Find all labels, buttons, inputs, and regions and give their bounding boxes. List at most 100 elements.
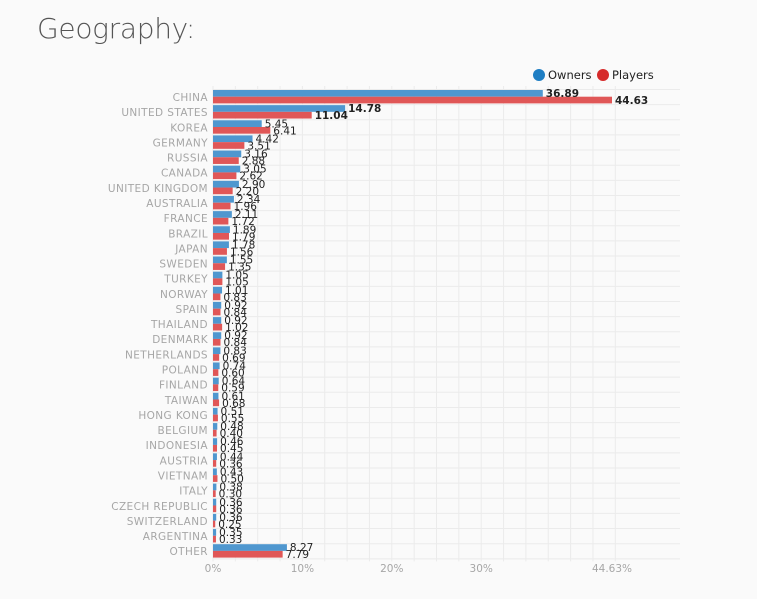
- bar-players-thailand[interactable]: [213, 323, 223, 331]
- bar-players-italy[interactable]: [213, 490, 216, 498]
- bar-owners-australia[interactable]: [213, 195, 234, 203]
- bar-players-switzerland[interactable]: [213, 520, 216, 528]
- bar-owners-poland[interactable]: [213, 362, 220, 370]
- bar-players-germany[interactable]: [213, 142, 245, 149]
- value-label-players-austria: 0.36: [219, 458, 243, 470]
- bar-players-turkey[interactable]: [213, 278, 223, 286]
- value-label-players-australia: 1.96: [234, 201, 258, 213]
- bar-players-russia[interactable]: [213, 157, 239, 164]
- bar-owners-belgium[interactable]: [213, 423, 218, 430]
- bar-owners-hong-kong[interactable]: [213, 407, 218, 415]
- bar-owners-spain[interactable]: [213, 301, 222, 309]
- bar-owners-sweden[interactable]: [213, 256, 227, 264]
- bar-owners-brazil[interactable]: [213, 226, 230, 233]
- x-tick-label: 10%: [291, 563, 314, 575]
- bar-players-spain[interactable]: [213, 308, 221, 316]
- bar-players-belgium[interactable]: [213, 429, 217, 437]
- bar-owners-other[interactable]: [213, 544, 287, 551]
- category-label-korea: KOREA: [170, 122, 208, 134]
- bar-owners-france[interactable]: [213, 211, 232, 218]
- bar-owners-taiwan[interactable]: [213, 392, 219, 400]
- value-label-owners-sweden: 1.55: [230, 255, 253, 267]
- bar-owners-germany[interactable]: [213, 135, 253, 143]
- bar-players-sweden[interactable]: [213, 263, 226, 270]
- value-label-owners-austria: 0.44: [220, 451, 244, 463]
- category-label-japan: JAPAN: [174, 243, 208, 255]
- value-label-owners-australia: 2.34: [237, 194, 261, 206]
- bar-owners-indonesia[interactable]: [213, 438, 218, 445]
- value-label-players-denmark: 0.84: [224, 337, 248, 349]
- bar-owners-turkey[interactable]: [213, 271, 223, 279]
- bar-owners-finland[interactable]: [213, 377, 219, 385]
- value-label-players-belgium: 0.40: [220, 428, 243, 440]
- bar-players-united-kingdom[interactable]: [213, 187, 233, 195]
- value-label-owners-japan: 1.78: [232, 239, 255, 251]
- bar-players-poland[interactable]: [213, 369, 219, 376]
- bar-owners-united-kingdom[interactable]: [213, 180, 239, 188]
- bar-owners-korea[interactable]: [213, 120, 262, 127]
- bar-owners-austria[interactable]: [213, 453, 217, 461]
- legend-owners-label[interactable]: Owners: [548, 68, 592, 82]
- value-label-owners-norway: 1.01: [225, 285, 248, 297]
- value-label-players-germany: 3.51: [247, 140, 270, 152]
- category-label-switzerland: SWITZERLAND: [127, 516, 208, 528]
- bar-players-hong-kong[interactable]: [213, 414, 218, 422]
- value-label-owners-vietnam: 0.43: [220, 467, 243, 479]
- value-label-players-spain: 0.84: [224, 307, 248, 319]
- category-label-vietnam: VIETNAM: [158, 471, 208, 483]
- bar-players-france[interactable]: [213, 217, 229, 225]
- bar-players-vietnam[interactable]: [213, 475, 218, 482]
- bars: [213, 90, 612, 558]
- value-label-owners-belgium: 0.48: [220, 421, 243, 433]
- bar-owners-switzerland[interactable]: [213, 513, 217, 521]
- bar-owners-thailand[interactable]: [213, 317, 222, 324]
- bar-players-finland[interactable]: [213, 384, 219, 392]
- bar-players-taiwan[interactable]: [213, 399, 220, 407]
- bar-owners-norway[interactable]: [213, 286, 223, 294]
- category-label-finland: FINLAND: [159, 380, 208, 392]
- bar-owners-canada[interactable]: [213, 165, 241, 173]
- bar-owners-japan[interactable]: [213, 241, 229, 249]
- value-label-owners-denmark: 0.92: [224, 330, 247, 342]
- value-label-owners-spain: 0.92: [224, 300, 247, 312]
- bar-players-china[interactable]: [213, 96, 612, 104]
- bar-owners-italy[interactable]: [213, 483, 217, 491]
- bar-owners-argentina[interactable]: [213, 529, 217, 536]
- value-label-owners-thailand: 0.92: [224, 315, 247, 327]
- category-label-australia: AUSTRALIA: [146, 198, 208, 210]
- value-label-players-other: 7.79: [286, 549, 309, 561]
- bar-players-argentina[interactable]: [213, 535, 216, 543]
- value-label-players-thailand: 1.02: [225, 322, 248, 334]
- legend-owners-marker[interactable]: [533, 69, 545, 81]
- legend-players-label[interactable]: Players: [612, 68, 654, 82]
- bar-players-indonesia[interactable]: [213, 444, 218, 452]
- bar-players-japan[interactable]: [213, 248, 227, 255]
- bar-owners-vietnam[interactable]: [213, 468, 217, 476]
- bar-owners-netherlands[interactable]: [213, 347, 221, 355]
- bar-players-australia[interactable]: [213, 202, 231, 210]
- value-label-players-brazil: 1.79: [232, 231, 255, 243]
- bar-players-czech-republic[interactable]: [213, 505, 217, 513]
- bar-players-korea[interactable]: [213, 126, 271, 134]
- bar-owners-russia[interactable]: [213, 150, 242, 158]
- category-label-sweden: SWEDEN: [159, 259, 208, 271]
- value-label-players-sweden: 1.35: [228, 262, 251, 274]
- bar-players-united-states[interactable]: [213, 111, 312, 119]
- bar-owners-united-states[interactable]: [213, 105, 346, 112]
- value-label-owners-united-states: 14.78: [348, 103, 381, 115]
- bar-players-canada[interactable]: [213, 172, 237, 180]
- bar-players-netherlands[interactable]: [213, 354, 220, 361]
- legend-players-marker[interactable]: [597, 69, 609, 81]
- bar-players-denmark[interactable]: [213, 338, 221, 346]
- bar-players-norway[interactable]: [213, 293, 221, 301]
- bar-owners-china[interactable]: [213, 90, 543, 97]
- value-label-players-united-states: 11.04: [315, 110, 348, 122]
- value-label-players-united-kingdom: 2.20: [236, 186, 259, 198]
- bar-owners-czech-republic[interactable]: [213, 498, 217, 506]
- category-label-italy: ITALY: [179, 486, 208, 498]
- bar-players-austria[interactable]: [213, 460, 217, 467]
- bar-owners-denmark[interactable]: [213, 332, 222, 339]
- bar-players-brazil[interactable]: [213, 232, 230, 240]
- bar-players-other[interactable]: [213, 550, 283, 558]
